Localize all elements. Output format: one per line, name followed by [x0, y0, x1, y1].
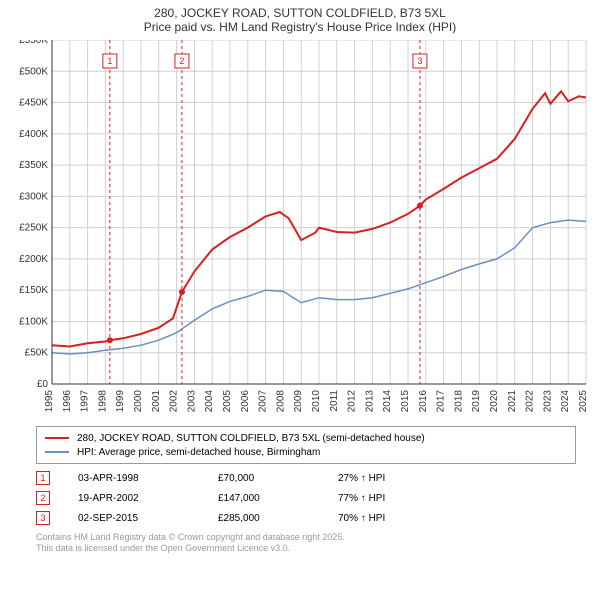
- marker-date: 02-SEP-2015: [78, 513, 218, 524]
- svg-text:£0: £0: [37, 379, 49, 390]
- marker-number-icon: 1: [36, 471, 50, 485]
- svg-text:2022: 2022: [525, 390, 536, 413]
- marker-hpi: 27% ↑ HPI: [338, 473, 385, 484]
- chart-figure: 280, JOCKEY ROAD, SUTTON COLDFIELD, B73 …: [0, 0, 600, 590]
- svg-text:2012: 2012: [347, 390, 358, 413]
- svg-text:1997: 1997: [80, 390, 91, 413]
- legend-label: 280, JOCKEY ROAD, SUTTON COLDFIELD, B73 …: [77, 433, 425, 444]
- svg-text:2008: 2008: [275, 390, 286, 413]
- footer-attribution: Contains HM Land Registry data © Crown c…: [36, 532, 590, 554]
- svg-text:2002: 2002: [169, 390, 180, 413]
- svg-text:2013: 2013: [364, 390, 375, 413]
- svg-text:2016: 2016: [418, 390, 429, 413]
- svg-text:2001: 2001: [151, 390, 162, 413]
- svg-text:2021: 2021: [507, 390, 518, 413]
- chart-title-line2: Price paid vs. HM Land Registry's House …: [10, 20, 590, 34]
- svg-text:2018: 2018: [453, 390, 464, 413]
- svg-text:2015: 2015: [400, 390, 411, 413]
- chart-title-line1: 280, JOCKEY ROAD, SUTTON COLDFIELD, B73 …: [10, 6, 590, 20]
- legend-swatch-icon: [45, 437, 69, 439]
- legend-item: 280, JOCKEY ROAD, SUTTON COLDFIELD, B73 …: [45, 431, 567, 445]
- svg-text:2025: 2025: [578, 390, 589, 413]
- svg-text:2024: 2024: [560, 390, 571, 413]
- svg-text:£450K: £450K: [19, 98, 48, 109]
- legend-item: HPI: Average price, semi-detached house,…: [45, 445, 567, 459]
- svg-text:£350K: £350K: [19, 160, 48, 171]
- marker-number-icon: 3: [36, 511, 50, 525]
- marker-table: 1 03-APR-1998 £70,000 27% ↑ HPI 2 19-APR…: [36, 468, 576, 528]
- marker-row: 3 02-SEP-2015 £285,000 70% ↑ HPI: [36, 508, 576, 528]
- svg-text:2004: 2004: [204, 390, 215, 413]
- chart-svg: £0 £50K £100K £150K £200K £250K £300K £350K £400…: [10, 40, 590, 420]
- svg-text:2010: 2010: [311, 390, 322, 413]
- marker-row: 1 03-APR-1998 £70,000 27% ↑ HPI: [36, 468, 576, 488]
- svg-text:2006: 2006: [240, 390, 251, 413]
- svg-text:2000: 2000: [133, 390, 144, 413]
- svg-text:2017: 2017: [436, 390, 447, 413]
- svg-text:£150K: £150K: [19, 285, 48, 296]
- svg-text:£100K: £100K: [19, 316, 48, 327]
- legend-swatch-icon: [45, 451, 69, 453]
- footer-line2: This data is licensed under the Open Gov…: [36, 543, 590, 554]
- legend-label: HPI: Average price, semi-detached house,…: [77, 447, 320, 458]
- svg-text:1: 1: [107, 56, 112, 66]
- svg-text:2007: 2007: [258, 390, 269, 413]
- footer-line1: Contains HM Land Registry data © Crown c…: [36, 532, 590, 543]
- svg-text:£400K: £400K: [19, 129, 48, 140]
- svg-text:1999: 1999: [115, 390, 126, 413]
- svg-text:2: 2: [179, 56, 184, 66]
- marker-price: £285,000: [218, 513, 338, 524]
- marker-price: £70,000: [218, 473, 338, 484]
- svg-text:£550K: £550K: [19, 40, 48, 46]
- svg-text:1996: 1996: [62, 390, 73, 413]
- marker-price: £147,000: [218, 493, 338, 504]
- svg-text:2019: 2019: [471, 390, 482, 413]
- marker-row: 2 19-APR-2002 £147,000 77% ↑ HPI: [36, 488, 576, 508]
- svg-text:1995: 1995: [44, 390, 55, 413]
- svg-text:£250K: £250K: [19, 223, 48, 234]
- svg-text:3: 3: [417, 56, 422, 66]
- marker-hpi: 70% ↑ HPI: [338, 513, 385, 524]
- svg-text:2020: 2020: [489, 390, 500, 413]
- marker-date: 19-APR-2002: [78, 493, 218, 504]
- svg-text:£50K: £50K: [25, 348, 49, 359]
- marker-hpi: 77% ↑ HPI: [338, 493, 385, 504]
- svg-text:1998: 1998: [97, 390, 108, 413]
- svg-text:£500K: £500K: [19, 66, 48, 77]
- marker-number-icon: 2: [36, 491, 50, 505]
- chart-area: £0 £50K £100K £150K £200K £250K £300K £350K £400…: [10, 40, 590, 420]
- svg-text:2009: 2009: [293, 390, 304, 413]
- legend: 280, JOCKEY ROAD, SUTTON COLDFIELD, B73 …: [36, 426, 576, 464]
- svg-text:£300K: £300K: [19, 191, 48, 202]
- svg-text:2023: 2023: [542, 390, 553, 413]
- svg-text:2003: 2003: [186, 390, 197, 413]
- svg-text:£200K: £200K: [19, 254, 48, 265]
- svg-text:2005: 2005: [222, 390, 233, 413]
- svg-text:2011: 2011: [329, 390, 340, 412]
- svg-text:2014: 2014: [382, 390, 393, 413]
- marker-date: 03-APR-1998: [78, 473, 218, 484]
